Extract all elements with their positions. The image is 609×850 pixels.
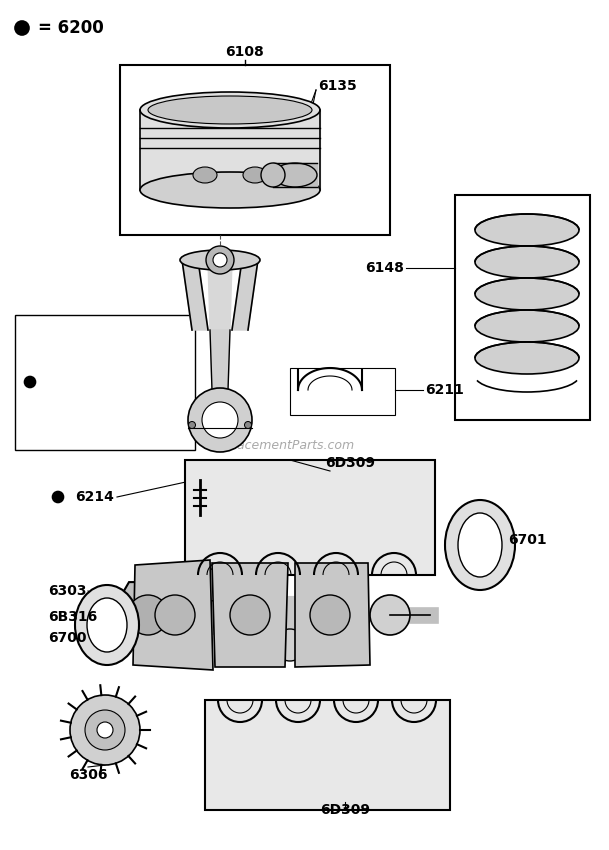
Ellipse shape (127, 597, 163, 633)
Ellipse shape (155, 595, 195, 635)
Bar (455, 195, 590, 420)
Polygon shape (140, 110, 320, 190)
Circle shape (52, 491, 63, 502)
Text: 6108: 6108 (225, 45, 264, 59)
Circle shape (85, 710, 125, 750)
Text: 6B316: 6B316 (48, 610, 97, 624)
Ellipse shape (274, 629, 306, 661)
Circle shape (213, 253, 227, 267)
Bar (185, 460, 435, 575)
Ellipse shape (458, 513, 502, 577)
Circle shape (189, 422, 195, 428)
Polygon shape (133, 560, 213, 670)
Ellipse shape (475, 246, 579, 278)
Text: 6148: 6148 (365, 261, 404, 275)
Ellipse shape (445, 500, 515, 590)
Polygon shape (110, 582, 186, 648)
Ellipse shape (75, 585, 139, 665)
Ellipse shape (310, 595, 350, 635)
Text: 6135: 6135 (318, 79, 357, 93)
Text: 6700: 6700 (48, 631, 86, 645)
Text: 6303: 6303 (48, 584, 86, 598)
Ellipse shape (370, 595, 410, 635)
Ellipse shape (140, 92, 320, 128)
Text: 6D309: 6D309 (325, 456, 375, 470)
Ellipse shape (475, 310, 579, 342)
Ellipse shape (202, 402, 238, 438)
Ellipse shape (230, 595, 270, 635)
Polygon shape (212, 563, 288, 667)
Ellipse shape (475, 278, 579, 310)
Text: ereplacementParts.com: ereplacementParts.com (205, 439, 354, 451)
Ellipse shape (475, 214, 579, 246)
Ellipse shape (140, 172, 320, 208)
Ellipse shape (273, 163, 317, 187)
Bar (15, 315, 195, 450)
Ellipse shape (194, 569, 226, 601)
Text: 6D309: 6D309 (320, 803, 370, 817)
Ellipse shape (188, 388, 252, 452)
Circle shape (70, 695, 140, 765)
Polygon shape (273, 163, 317, 187)
Text: 6214: 6214 (75, 490, 114, 504)
Circle shape (128, 595, 168, 635)
Bar (205, 700, 450, 810)
Polygon shape (208, 260, 232, 330)
Ellipse shape (148, 96, 312, 124)
Bar (290, 368, 395, 415)
Bar (120, 65, 390, 235)
Ellipse shape (475, 342, 579, 374)
Ellipse shape (261, 163, 285, 187)
Ellipse shape (87, 598, 127, 652)
Bar (118, 597, 132, 605)
Polygon shape (210, 330, 230, 390)
Ellipse shape (243, 167, 267, 183)
Ellipse shape (193, 167, 217, 183)
Text: 6211: 6211 (425, 383, 464, 397)
Circle shape (97, 722, 113, 738)
Polygon shape (182, 260, 208, 330)
Text: 6701: 6701 (508, 533, 547, 547)
Text: = 6200: = 6200 (38, 19, 104, 37)
Circle shape (244, 422, 252, 428)
Ellipse shape (180, 250, 260, 270)
Circle shape (24, 377, 35, 388)
Circle shape (206, 246, 234, 274)
Text: 6306: 6306 (69, 768, 107, 782)
Polygon shape (232, 260, 258, 330)
Polygon shape (295, 563, 370, 667)
Circle shape (15, 21, 29, 35)
